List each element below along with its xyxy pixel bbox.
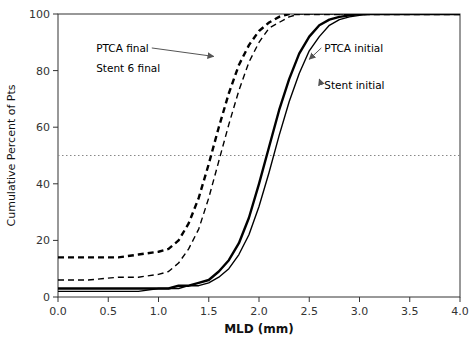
annotation-text: PTCA initial (324, 42, 383, 54)
x-tick (409, 297, 410, 302)
y-tick-label: 40 (36, 178, 50, 191)
y-tick-label: 60 (36, 121, 50, 134)
chart: 0.0 0.5 1.0 1.5 2.0 2.5 3.0 3.5 4.0 0 20 40 60 80 100 M… (0, 0, 474, 341)
x-tick-label: 2.0 (250, 305, 268, 318)
annotation-text: Stent 6 final (96, 62, 160, 74)
x-tick-label: 0.0 (49, 305, 67, 318)
y-tick-label: 0 (43, 291, 50, 304)
y-tick (53, 183, 58, 184)
x-tick (309, 297, 310, 302)
plot-data (58, 14, 460, 291)
x-tick (58, 297, 59, 302)
series-line (58, 14, 460, 257)
y-tick-label: 20 (36, 234, 50, 247)
y-tick (53, 240, 58, 241)
annotation-text: PTCA final (96, 42, 149, 54)
reference-line (58, 155, 460, 156)
x-tick (158, 297, 159, 302)
x-tick (359, 297, 360, 302)
annotation-text: Stent initial (324, 79, 384, 91)
x-tick-label: 1.5 (200, 305, 218, 318)
y-tick (53, 297, 58, 298)
y-tick (53, 127, 58, 128)
y-tick-label: 80 (36, 65, 50, 78)
x-axis-label: MLD (mm) (224, 322, 294, 336)
annotation-arrow (309, 48, 321, 59)
x-tick (460, 297, 461, 302)
x-tick-label: 1.0 (150, 305, 168, 318)
x-tick-label: 4.0 (451, 305, 469, 318)
x-tick (108, 297, 109, 302)
x-tick (208, 297, 209, 302)
x-tick-label: 3.5 (401, 305, 419, 318)
annotation-arrow (152, 48, 214, 56)
x-tick-label: 2.5 (301, 305, 319, 318)
y-tick (53, 70, 58, 71)
x-tick-label: 3.0 (351, 305, 369, 318)
plot-frame (58, 14, 460, 297)
x-tick-label: 0.5 (100, 305, 118, 318)
y-axis-label: Cumulative Percent of Pts (5, 84, 18, 226)
y-tick (53, 14, 58, 15)
y-tick-label: 100 (29, 8, 50, 21)
annotation-arrow (319, 79, 321, 85)
annotations: PTCA final Stent 6 final PTCA initial Stent… (96, 42, 384, 91)
plot-area (58, 14, 460, 297)
x-tick (259, 297, 260, 302)
series-line (58, 14, 460, 280)
series-line (58, 14, 460, 291)
axes: 0.0 0.5 1.0 1.5 2.0 2.5 3.0 3.5 4.0 0 20 40 60 80 100 (29, 8, 469, 318)
series-line (58, 14, 460, 289)
